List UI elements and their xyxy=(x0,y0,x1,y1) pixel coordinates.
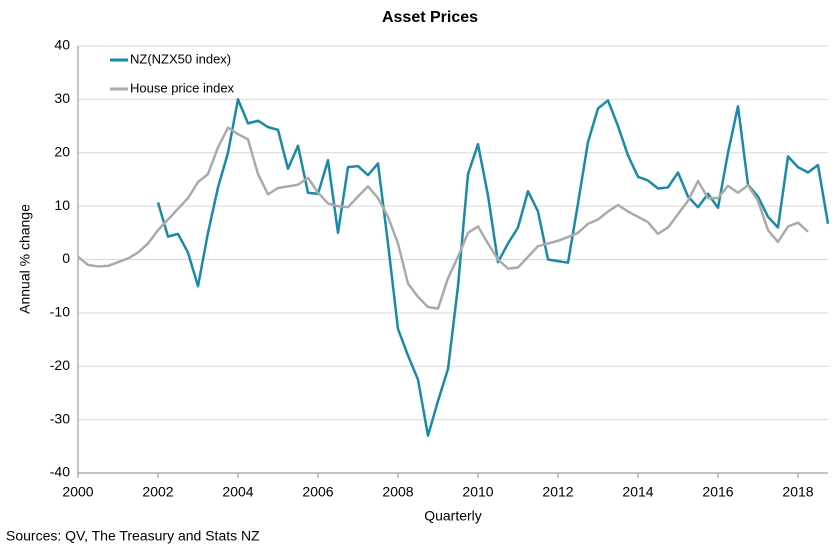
chart-title: Asset Prices xyxy=(382,9,478,26)
y-tick-label: 20 xyxy=(54,143,70,159)
y-tick-label: 40 xyxy=(54,37,70,53)
x-tick-label: 2012 xyxy=(542,484,573,500)
x-tick-label: 2004 xyxy=(222,484,253,500)
series-line xyxy=(77,126,809,310)
x-tick-label: 2000 xyxy=(62,484,93,500)
legend-label: House price index xyxy=(130,80,235,95)
y-tick-label: 30 xyxy=(54,90,70,106)
x-tick-label: 2014 xyxy=(622,484,653,500)
x-tick-label: 2008 xyxy=(382,484,413,500)
y-axis-label: Annual % change xyxy=(17,204,33,314)
y-tick-label: -10 xyxy=(50,304,70,320)
y-tick-label: 0 xyxy=(62,250,70,266)
series-line xyxy=(156,98,830,437)
y-tick-label: -30 xyxy=(50,410,70,426)
x-tick-label: 2010 xyxy=(462,484,493,500)
x-tick-label: 2016 xyxy=(702,484,733,500)
x-tick-label: 2006 xyxy=(302,484,333,500)
y-tick-label: -40 xyxy=(50,464,70,480)
y-tick-label: -20 xyxy=(50,357,70,373)
y-tick-label: 10 xyxy=(54,197,70,213)
source-note: Sources: QV, The Treasury and Stats NZ xyxy=(6,528,260,544)
x-tick-label: 2018 xyxy=(782,484,813,500)
legend-label: NZ(NZX50 index) xyxy=(130,51,231,66)
x-axis-label: Quarterly xyxy=(424,508,482,524)
x-tick-label: 2002 xyxy=(142,484,173,500)
